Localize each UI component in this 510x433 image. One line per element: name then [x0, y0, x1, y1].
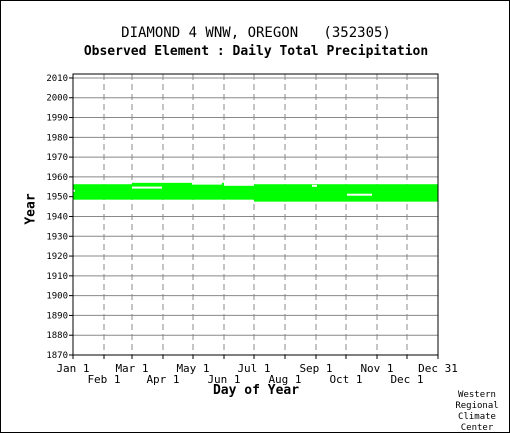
- credit-line: Center: [460, 423, 494, 433]
- missing-mark: [312, 184, 317, 187]
- missing-mark: [132, 186, 162, 189]
- y-tick-label: 1990: [46, 114, 68, 124]
- y-tick-label: 1950: [46, 193, 68, 203]
- x-tick-label: Nov 1: [360, 362, 393, 375]
- y-tick-label: 1930: [46, 232, 68, 242]
- credit-line: Regional: [455, 401, 499, 411]
- x-tick-label: Jul 1: [237, 362, 270, 375]
- data-block: [224, 184, 254, 200]
- x-tick-label: Jan 1: [56, 362, 89, 375]
- x-tick-label: Dec 1: [390, 373, 423, 386]
- y-tick-label: 2000: [46, 94, 68, 104]
- y-tick-label: 1890: [46, 311, 68, 321]
- y-tick-label: 1870: [46, 351, 68, 361]
- y-tick-label: 1980: [46, 133, 68, 143]
- y-tick-label: 1970: [46, 153, 68, 163]
- missing-mark: [347, 193, 372, 196]
- y-tick-label: 1910: [46, 272, 68, 282]
- x-tick-label: Aug 1: [268, 373, 301, 386]
- credit-block: Western Regional Climate Center: [449, 390, 505, 433]
- y-tick-label: 1940: [46, 212, 68, 222]
- y-tick-label: 1900: [46, 292, 68, 302]
- data-block: [73, 184, 132, 200]
- x-tick-label: May 1: [176, 362, 209, 375]
- missing-mark: [224, 183, 254, 186]
- y-axis-label: Year: [23, 193, 39, 225]
- y-tick-label: 1920: [46, 252, 68, 262]
- missing-mark: [73, 189, 75, 192]
- x-tick-label: Sep 1: [299, 362, 332, 375]
- credit-line: Climate: [458, 412, 496, 422]
- y-tick-label: 1880: [46, 331, 68, 341]
- x-tick-label: Jun 1: [207, 373, 240, 386]
- x-axis-label: Day of Year: [212, 383, 300, 398]
- x-tick-label: Mar 1: [115, 362, 148, 375]
- plot-border: [72, 73, 439, 356]
- missing-mark: [192, 182, 222, 185]
- x-tick-label: Dec 31: [418, 362, 458, 375]
- data-block: [132, 182, 224, 200]
- data-block: [254, 184, 438, 202]
- chart-title: Observed Element : Daily Total Precipita…: [83, 44, 429, 59]
- x-tick-label: Feb 1: [87, 373, 120, 386]
- credit-line: Western: [458, 390, 496, 400]
- x-tick-label: Apr 1: [146, 373, 179, 386]
- station-title: DIAMOND 4 WNW, OREGON (352305): [121, 25, 391, 41]
- y-tick-label: 1960: [46, 173, 68, 183]
- x-tick-label: Oct 1: [329, 373, 362, 386]
- y-tick-label: 2010: [46, 74, 68, 84]
